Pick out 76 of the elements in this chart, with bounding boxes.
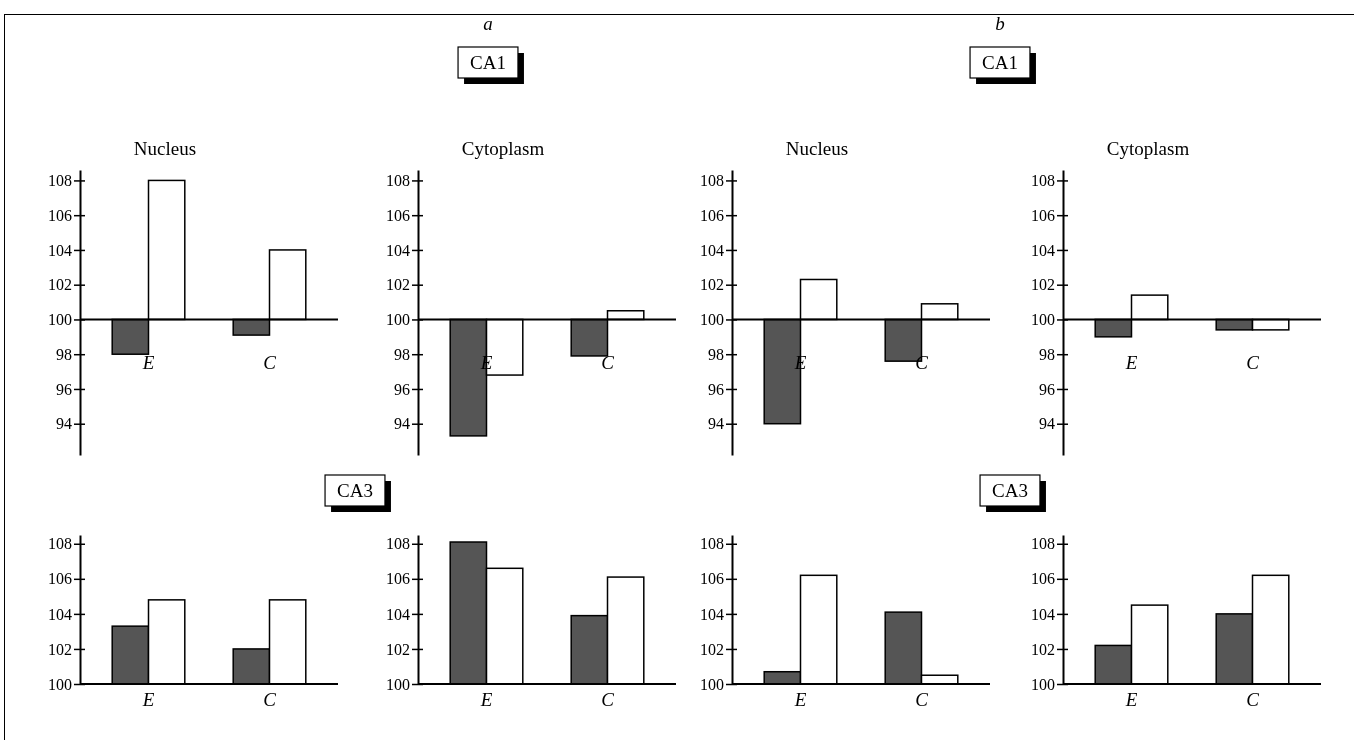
y-tick-label: 108 <box>700 172 724 190</box>
y-tick-label: 102 <box>386 276 410 294</box>
y-tick-label: 106 <box>1031 206 1055 224</box>
x-tick-label: C <box>263 689 277 710</box>
x-tick-label: E <box>141 689 155 710</box>
x-tick-label: E <box>479 689 493 710</box>
y-tick-label: 100 <box>48 311 72 329</box>
y-tick-label: 102 <box>1031 640 1055 658</box>
text: CA1 <box>470 52 506 73</box>
y-tick-label: 106 <box>700 570 724 588</box>
y-tick-label: 100 <box>1031 675 1055 693</box>
y-tick-label: 100 <box>386 311 410 329</box>
x-tick-label: C <box>915 352 929 374</box>
y-tick-label: 96 <box>394 380 410 398</box>
chart-title: Nucleus <box>133 138 197 159</box>
y-tick-label: 106 <box>386 206 410 224</box>
y-tick-label: 100 <box>48 675 72 693</box>
y-tick-label: 100 <box>700 675 724 693</box>
y-tick-label: 104 <box>386 605 410 623</box>
x-tick-label: E <box>793 689 807 710</box>
y-tick-label: 108 <box>1031 172 1055 190</box>
y-tick-label: 98 <box>708 345 724 363</box>
y-tick-label: 100 <box>386 675 410 693</box>
chart-title: Cytoplasm <box>1106 138 1190 159</box>
x-tick-label: C <box>601 689 615 710</box>
y-tick-label: 100 <box>700 311 724 329</box>
chart-title: Cytoplasm <box>461 138 545 159</box>
y-tick-label: 104 <box>1031 241 1055 259</box>
y-tick-label: 98 <box>394 345 410 363</box>
y-tick-label: 108 <box>700 535 724 553</box>
y-tick-label: 106 <box>386 570 410 588</box>
text: a <box>483 13 493 34</box>
y-tick-label: 102 <box>48 640 72 658</box>
y-tick-label: 106 <box>48 570 72 588</box>
y-tick-label: 94 <box>394 415 410 433</box>
x-tick-label: C <box>1246 352 1260 374</box>
y-tick-label: 104 <box>386 241 410 259</box>
y-tick-label: 106 <box>48 206 72 224</box>
x-tick-label: C <box>601 352 615 374</box>
text: CA3 <box>992 480 1028 501</box>
y-tick-label: 104 <box>700 605 724 623</box>
y-tick-label: 104 <box>48 241 72 259</box>
y-tick-label: 94 <box>708 415 724 433</box>
y-tick-label: 104 <box>1031 605 1055 623</box>
y-tick-label: 98 <box>1039 345 1055 363</box>
x-tick-label: E <box>141 352 155 374</box>
x-tick-label: E <box>1124 689 1138 710</box>
x-tick-label: C <box>263 352 277 374</box>
y-tick-label: 102 <box>1031 276 1055 294</box>
y-tick-label: 104 <box>700 241 724 259</box>
x-tick-label: C <box>915 689 929 710</box>
y-tick-label: 94 <box>56 415 72 433</box>
y-tick-label: 102 <box>700 276 724 294</box>
text: CA1 <box>982 52 1018 73</box>
y-tick-label: 108 <box>386 172 410 190</box>
y-tick-label: 96 <box>56 380 72 398</box>
y-tick-label: 102 <box>386 640 410 658</box>
y-tick-label: 106 <box>1031 570 1055 588</box>
text: b <box>995 13 1005 34</box>
y-tick-label: 108 <box>386 535 410 553</box>
y-tick-label: 96 <box>708 380 724 398</box>
y-tick-label: 100 <box>1031 311 1055 329</box>
chart-title: Nucleus <box>785 138 849 159</box>
y-tick-label: 94 <box>1039 415 1055 433</box>
y-tick-label: 104 <box>48 605 72 623</box>
y-tick-label: 108 <box>1031 535 1055 553</box>
x-tick-label: C <box>1246 689 1260 710</box>
y-tick-label: 108 <box>48 172 72 190</box>
y-tick-label: 102 <box>700 640 724 658</box>
y-tick-label: 96 <box>1039 380 1055 398</box>
y-tick-label: 106 <box>700 206 724 224</box>
text: CA3 <box>337 480 373 501</box>
y-tick-label: 98 <box>56 345 72 363</box>
x-tick-label: E <box>1124 352 1138 374</box>
y-tick-label: 108 <box>48 535 72 553</box>
y-tick-label: 102 <box>48 276 72 294</box>
